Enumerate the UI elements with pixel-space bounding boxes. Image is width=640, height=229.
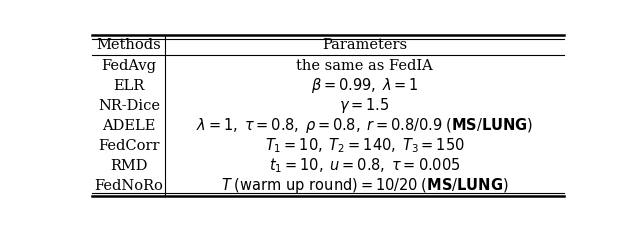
Text: $t_1 = 10,\; u = 0.8,\; \tau = 0.005$: $t_1 = 10,\; u = 0.8,\; \tau = 0.005$ xyxy=(269,156,460,175)
Text: $T\; (\mathrm{warm\ up\ round}) = 10/20\; (\mathbf{MS}/\mathbf{LUNG})$: $T\; (\mathrm{warm\ up\ round}) = 10/20\… xyxy=(221,176,508,195)
Text: FedAvg: FedAvg xyxy=(101,58,156,73)
Text: Methods: Methods xyxy=(97,38,161,52)
Text: $\lambda = 1,\; \tau = 0.8,\; \rho = 0.8,\; r = 0.8/0.9\; (\mathbf{MS}/\mathbf{L: $\lambda = 1,\; \tau = 0.8,\; \rho = 0.8… xyxy=(196,116,533,135)
Text: FedCorr: FedCorr xyxy=(98,139,159,153)
Text: the same as FedIA: the same as FedIA xyxy=(296,58,433,73)
Text: Parameters: Parameters xyxy=(322,38,407,52)
Text: ADELE: ADELE xyxy=(102,119,156,133)
Text: RMD: RMD xyxy=(110,159,148,173)
Text: NR-Dice: NR-Dice xyxy=(98,99,160,113)
Text: $\gamma = 1.5$: $\gamma = 1.5$ xyxy=(339,96,390,115)
Text: $\beta = 0.99,\;  \lambda = 1$: $\beta = 0.99,\; \lambda = 1$ xyxy=(310,76,419,95)
Text: FedNoRo: FedNoRo xyxy=(95,179,163,193)
Text: $T_1 = 10,\; T_2 = 140,\; T_3 = 150$: $T_1 = 10,\; T_2 = 140,\; T_3 = 150$ xyxy=(264,136,465,155)
Text: ELR: ELR xyxy=(113,79,145,93)
